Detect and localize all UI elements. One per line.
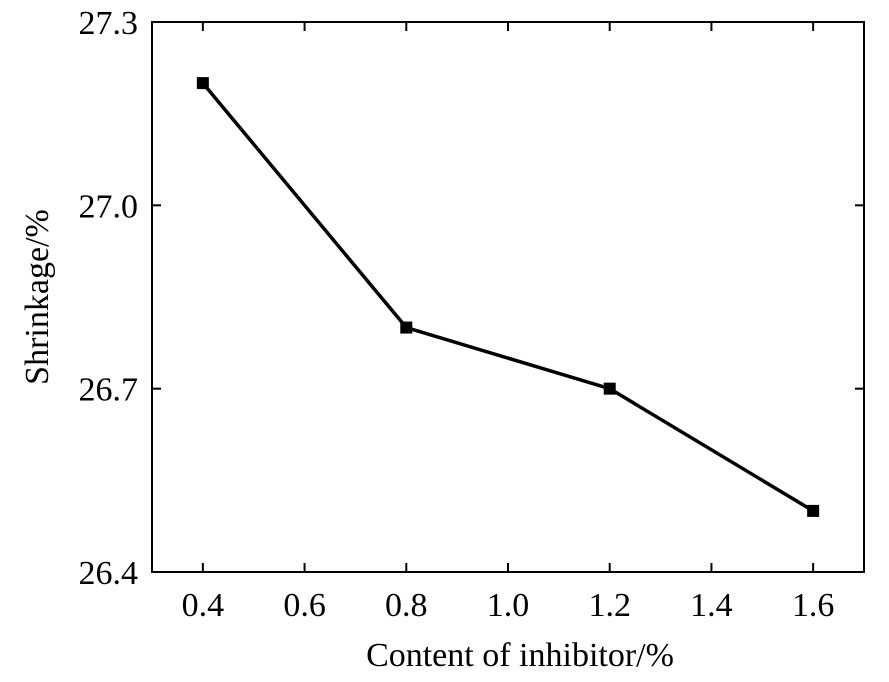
- series-layer: [196, 77, 820, 517]
- data-point-marker: [603, 382, 616, 395]
- y-tick-label: 26.7: [79, 372, 139, 409]
- x-tick-label: 1.2: [588, 587, 631, 624]
- plot-frame: [151, 21, 865, 573]
- x-tick-label: 1.0: [487, 587, 530, 624]
- data-point-marker: [196, 77, 209, 90]
- x-axis-title: Content of inhibitor/%: [366, 637, 674, 674]
- x-tick-label: 1.4: [690, 587, 733, 624]
- x-tick-label: 0.6: [283, 587, 326, 624]
- y-tick-label: 26.4: [79, 555, 139, 592]
- ticks-layer: [152, 21, 864, 573]
- y-tick-label: 27.0: [79, 188, 139, 225]
- x-tick-label: 0.8: [385, 587, 428, 624]
- tick-labels-layer: 0.4 0.6 0.8 1.0 1.2 1.4 1.6 26.4 26.7 27.0 27.3: [79, 5, 835, 624]
- y-tick-label: 27.3: [79, 5, 139, 42]
- y-axis-title: Shrinkage/%: [19, 209, 56, 385]
- data-point-marker: [807, 504, 820, 517]
- x-tick-label: 1.6: [792, 587, 835, 624]
- x-tick-label: 0.4: [182, 587, 225, 624]
- series-line: [201, 81, 815, 513]
- data-point-marker: [400, 321, 413, 334]
